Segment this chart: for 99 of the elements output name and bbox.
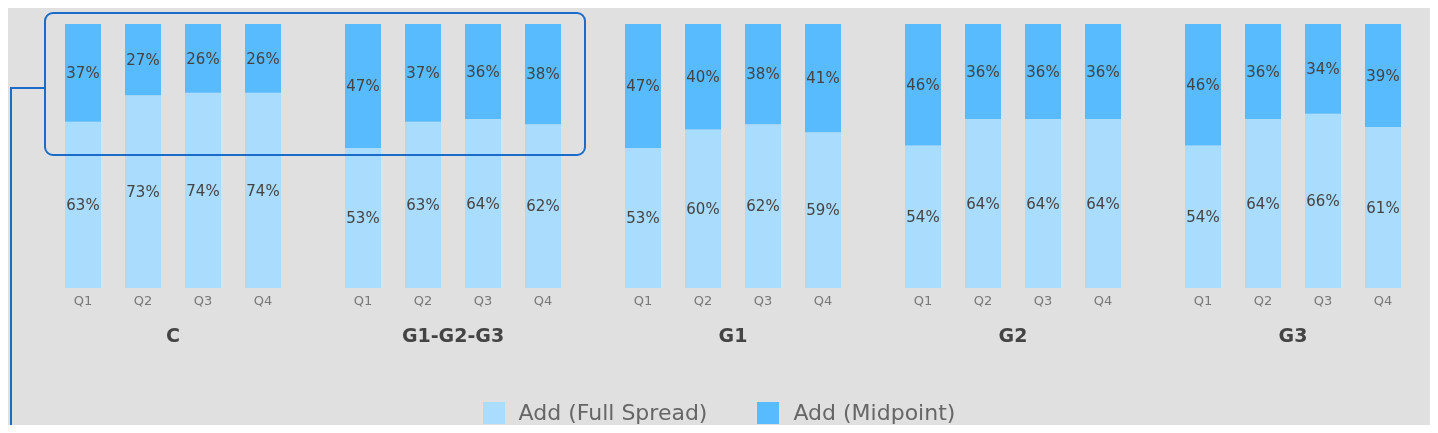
bar xyxy=(245,92,281,288)
bar xyxy=(65,121,101,288)
x-tick-label: Q1 xyxy=(913,293,933,309)
x-tick-label: Q4 xyxy=(1373,293,1393,309)
bar xyxy=(685,129,721,288)
x-tick-label: Q2 xyxy=(693,293,713,309)
x-axis-title: G1 xyxy=(717,324,749,346)
data-label: 62% xyxy=(746,197,780,216)
data-label: 36% xyxy=(966,62,1000,81)
data-label: 60% xyxy=(686,200,720,219)
data-label: 47% xyxy=(626,77,660,96)
x-axis-title: G1-G2-G3 xyxy=(400,324,506,346)
x-tick-label: Q3 xyxy=(753,293,773,309)
data-label: 53% xyxy=(626,209,660,228)
data-label: 59% xyxy=(806,201,840,220)
data-label: 27% xyxy=(126,50,160,69)
x-tick-label: Q3 xyxy=(473,293,493,309)
x-tick-label: Q4 xyxy=(533,293,553,309)
bar xyxy=(245,24,281,93)
bar xyxy=(525,24,561,125)
data-label: 64% xyxy=(966,194,1000,213)
x-tick-label: Q2 xyxy=(1253,293,1273,309)
data-label: 63% xyxy=(406,196,440,215)
data-label: 36% xyxy=(1086,62,1120,81)
data-label: 64% xyxy=(1246,194,1280,213)
bar xyxy=(345,24,381,149)
data-label: 38% xyxy=(526,65,560,84)
bar xyxy=(65,24,101,122)
data-label: 64% xyxy=(1086,194,1120,213)
bar xyxy=(525,124,561,288)
x-tick-label: Q1 xyxy=(1193,293,1213,309)
legend-label: Add (Midpoint) xyxy=(793,400,956,425)
data-label: 40% xyxy=(686,68,720,87)
x-axis-title: G2 xyxy=(997,324,1029,346)
x-tick-label: Q4 xyxy=(253,293,273,309)
bar xyxy=(405,24,441,122)
bar xyxy=(805,132,841,288)
bar xyxy=(405,121,441,288)
data-label: 53% xyxy=(346,209,380,228)
data-label: 64% xyxy=(466,194,500,213)
x-axis-title: G3 xyxy=(1277,324,1309,346)
bar xyxy=(625,24,661,149)
bar xyxy=(125,24,161,96)
bar xyxy=(185,92,221,288)
data-label: 54% xyxy=(906,208,940,227)
data-label: 37% xyxy=(406,64,440,83)
bar xyxy=(1305,24,1341,114)
x-tick-label: Q2 xyxy=(973,293,993,309)
bar xyxy=(125,95,161,288)
bar xyxy=(1365,126,1401,288)
data-label: 34% xyxy=(1306,60,1340,79)
legend-label: Add (Full Spread) xyxy=(518,400,708,425)
x-tick-label: Q3 xyxy=(1313,293,1333,309)
data-label: 74% xyxy=(246,181,280,200)
data-label: 39% xyxy=(1366,66,1400,85)
x-tick-label: Q4 xyxy=(813,293,833,309)
data-label: 38% xyxy=(746,65,780,84)
data-label: 36% xyxy=(1026,62,1060,81)
data-label: 74% xyxy=(186,181,220,200)
bar xyxy=(1245,119,1281,288)
x-tick-label: Q2 xyxy=(133,293,153,309)
data-label: 61% xyxy=(1366,198,1400,217)
x-tick-label: Q3 xyxy=(1033,293,1053,309)
data-label: 36% xyxy=(1246,62,1280,81)
data-label: 62% xyxy=(526,197,560,216)
data-label: 41% xyxy=(806,69,840,88)
data-label: 47% xyxy=(346,77,380,96)
bar xyxy=(1185,145,1221,288)
bar xyxy=(625,148,661,288)
bar xyxy=(1305,113,1341,288)
x-axis-title: C xyxy=(165,324,181,346)
data-label: 63% xyxy=(66,196,100,215)
data-label: 54% xyxy=(1186,208,1220,227)
x-tick-label: Q4 xyxy=(1093,293,1113,309)
bar xyxy=(1185,24,1221,146)
bar xyxy=(685,24,721,130)
x-tick-label: Q1 xyxy=(73,293,93,309)
bar xyxy=(745,124,781,288)
data-label: 46% xyxy=(1186,76,1220,95)
data-label: 37% xyxy=(66,64,100,83)
data-label: 66% xyxy=(1306,192,1340,211)
data-label: 26% xyxy=(186,49,220,68)
bar xyxy=(345,148,381,288)
bar xyxy=(805,24,841,133)
bar xyxy=(465,119,501,288)
x-tick-label: Q1 xyxy=(633,293,653,309)
data-label: 36% xyxy=(466,62,500,81)
data-label: 64% xyxy=(1026,194,1060,213)
data-label: 73% xyxy=(126,182,160,201)
x-tick-label: Q3 xyxy=(193,293,213,309)
bar xyxy=(185,24,221,93)
bar xyxy=(1365,24,1401,127)
x-tick-label: Q1 xyxy=(353,293,373,309)
data-label: 26% xyxy=(246,49,280,68)
bar xyxy=(745,24,781,125)
data-label: 46% xyxy=(906,76,940,95)
bar xyxy=(465,24,501,120)
x-tick-label: Q2 xyxy=(413,293,433,309)
bar xyxy=(1245,24,1281,120)
